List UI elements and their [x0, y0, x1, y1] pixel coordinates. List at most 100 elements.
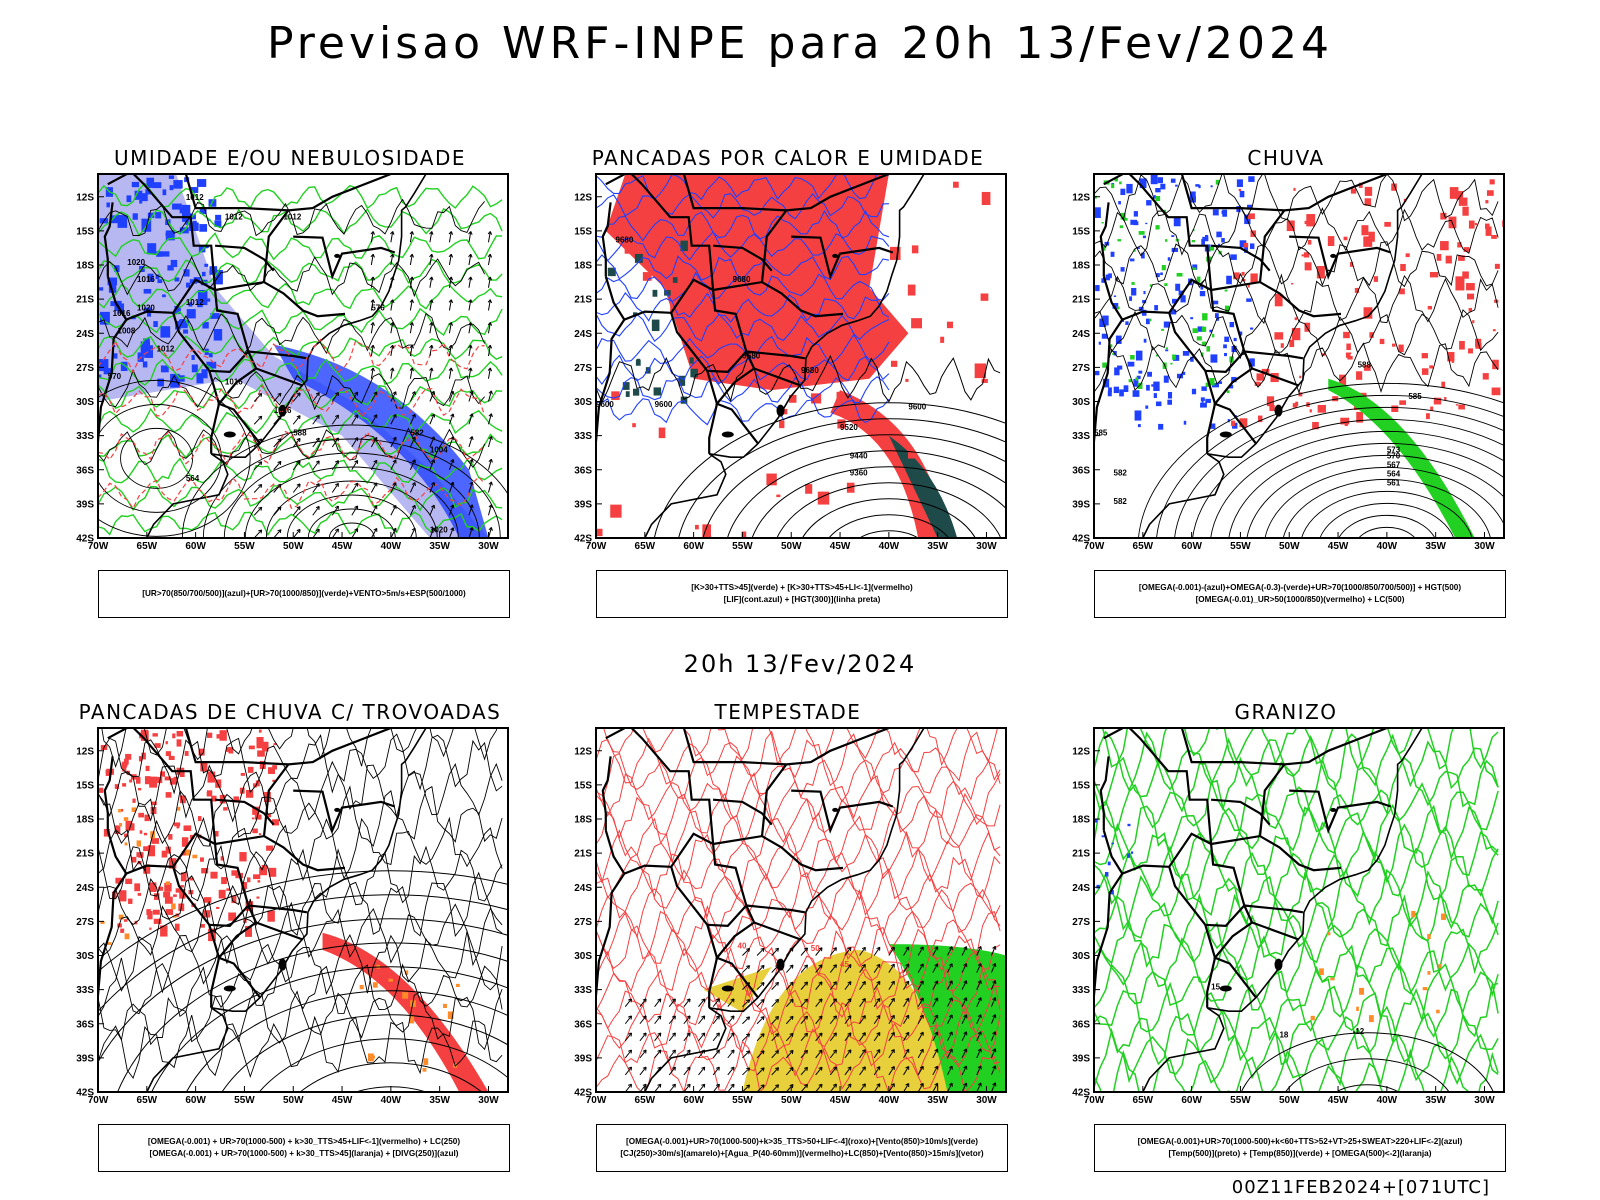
wind-vector: [833, 1066, 837, 1071]
lat-tick-label: 36S: [1072, 1019, 1090, 1030]
humidity-blob: [186, 309, 196, 319]
state-border: [682, 728, 890, 766]
panel-pancadas-calor: PANCADAS POR CALOR E UMIDADE 9680 9680 968…: [548, 146, 1028, 636]
wind-vector: [932, 1014, 939, 1024]
wind-vector: [905, 1048, 910, 1053]
wind-vector: [468, 367, 473, 372]
rain-blue-cell: [1201, 400, 1204, 403]
state-border: [605, 174, 715, 291]
wind-vector: [873, 1015, 881, 1025]
rain-blue-cell: [1250, 243, 1255, 249]
rain-red-cell: [1346, 343, 1351, 351]
wind-vector: [370, 528, 378, 538]
wind-vector: [429, 254, 433, 266]
rain-green-cell: [1191, 239, 1195, 243]
humidity-blob: [156, 251, 163, 257]
wind-vector: [411, 482, 416, 487]
storm-red-cell: [218, 889, 226, 899]
storm-red-cell: [164, 896, 173, 904]
humidity-blob: [110, 301, 115, 307]
storm-red-cell: [165, 909, 174, 915]
humidity-blob: [147, 212, 155, 219]
instability-blob: [811, 393, 822, 404]
rain-blue-cell: [1226, 275, 1232, 285]
wind-vector: [628, 1049, 632, 1054]
lat-tick-label: 33S: [1072, 431, 1090, 442]
storm-red-cell: [154, 743, 161, 748]
wind-vector: [468, 231, 473, 235]
rain-red-cell: [1304, 262, 1312, 271]
rain-blue-cell: [1171, 235, 1175, 237]
wind-vector: [890, 997, 895, 1002]
storm-red-cell: [160, 925, 168, 937]
wind-vector: [815, 1066, 823, 1076]
precip-water-contour: [596, 728, 999, 767]
humidity-blob: [214, 220, 222, 227]
wind-vector: [829, 1015, 837, 1025]
lon-tick-label: 45W: [332, 541, 353, 550]
panel-legend: [OMEGA(-0.001) + UR>70(1000-500) + k>30_…: [98, 1124, 510, 1172]
storm-red-cell: [143, 846, 150, 852]
wind-vector: [390, 367, 394, 379]
wind-vector: [429, 413, 435, 425]
wind-vector: [409, 322, 413, 334]
storm-red-cell: [220, 856, 224, 861]
wind-vector: [642, 1032, 647, 1037]
rain-green-cell: [1172, 354, 1176, 360]
storm-red-cell: [189, 834, 195, 839]
wind-vector: [917, 1083, 924, 1092]
storm-red-cell: [123, 919, 128, 922]
lat-tick-label: 18S: [76, 261, 94, 272]
rain-green-cell: [1224, 289, 1228, 292]
wind-vector: [917, 1014, 924, 1025]
wind-vector: [628, 1066, 632, 1071]
rain-red-cell: [1400, 263, 1406, 272]
wind-vector: [390, 482, 397, 493]
instability-blob: [632, 423, 636, 428]
rain-blue-cell: [1197, 326, 1204, 332]
rain-green-cell: [1149, 318, 1152, 322]
map-base: [596, 174, 925, 538]
rain-blue-cell: [1135, 350, 1143, 361]
rain-red-cell: [1293, 187, 1296, 191]
wind-vector: [277, 438, 282, 443]
wind-vector: [818, 947, 823, 952]
wind-vector: [370, 367, 374, 379]
wind-vector: [756, 999, 765, 1008]
wind-vector: [351, 482, 358, 493]
wind-vector: [429, 527, 435, 538]
wind-vector: [429, 459, 435, 470]
rain-red-cell: [1485, 226, 1492, 236]
isobar: [98, 198, 485, 237]
wind-vector: [789, 981, 794, 986]
wind-vector: [312, 528, 320, 538]
wind-vector: [277, 415, 282, 420]
storm-red-cell: [164, 882, 172, 892]
rain-red-cell: [1239, 418, 1248, 428]
rain-blue-cell: [1165, 349, 1169, 352]
map-frame: [595, 173, 1007, 539]
hail-blue-cell: [1130, 851, 1134, 854]
wind-vector: [258, 393, 263, 398]
wind-vector: [431, 390, 436, 395]
storm-red-cell: [228, 912, 237, 921]
wind-vector: [932, 1031, 939, 1042]
rain-red-cell: [1350, 188, 1357, 194]
wind-vector: [804, 947, 808, 952]
storm-red-cell: [255, 780, 260, 787]
instability-blob: [946, 321, 954, 329]
instability-blob: [635, 359, 641, 366]
wind-vector: [785, 964, 794, 973]
streamline: [98, 894, 508, 1013]
contour-label: 45: [840, 960, 849, 969]
storm-red-cell: [258, 729, 262, 733]
rain-blue-cell: [1094, 370, 1100, 376]
storm-red-cell: [103, 828, 111, 837]
wind-vector: [800, 1084, 808, 1092]
instability-blob: [658, 427, 666, 439]
state-border: [248, 350, 308, 360]
state-border: [208, 924, 221, 1008]
wind-vector: [833, 964, 837, 969]
wind-vector: [946, 1065, 953, 1076]
